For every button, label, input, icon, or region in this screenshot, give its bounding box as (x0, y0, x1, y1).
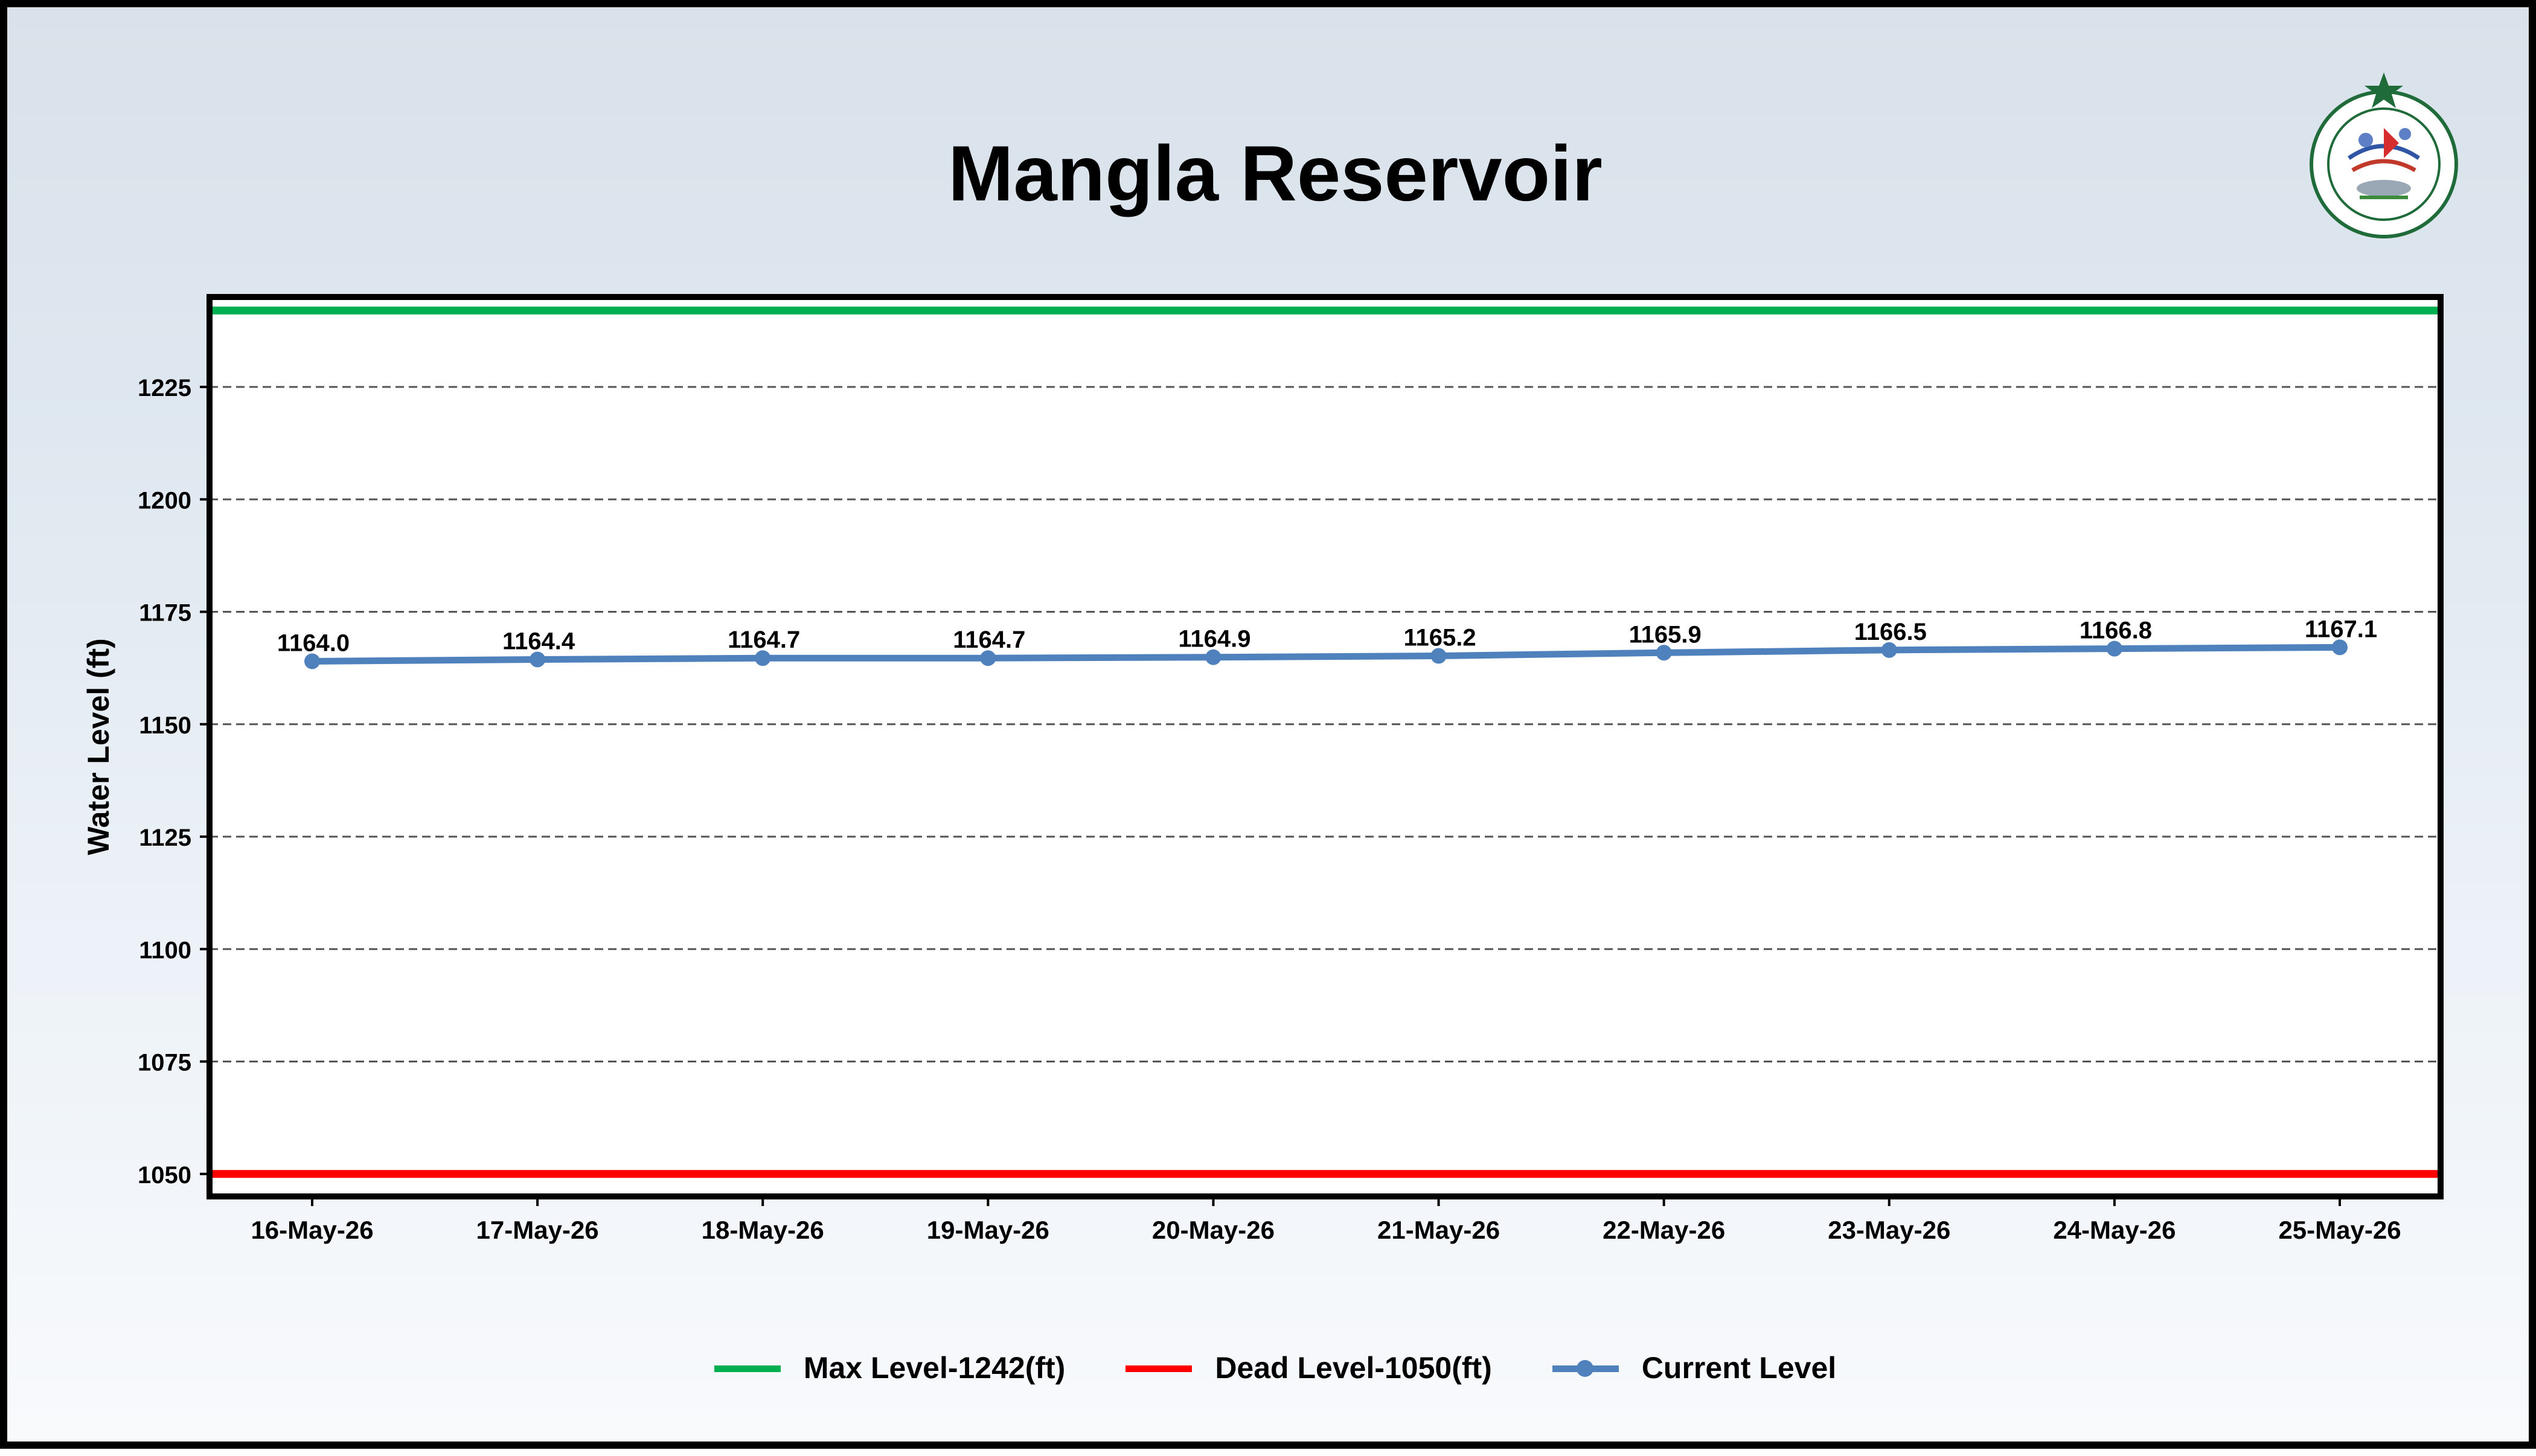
data-label: 1164.0 (277, 630, 350, 656)
legend-item-current-level: Current Level (1552, 1350, 1836, 1385)
legend-marker-current-level (1576, 1360, 1593, 1377)
data-point (304, 653, 320, 669)
data-label: 1165.9 (1629, 621, 1702, 648)
x-tick-label: 18-May-26 (702, 1216, 824, 1244)
page-title: Mangla Reservoir (948, 129, 1603, 217)
data-point (1881, 642, 1897, 658)
data-point (2332, 639, 2348, 656)
data-label: 1164.9 (1178, 626, 1250, 653)
data-label: 1166.5 (1854, 619, 1927, 645)
legend-label-current-level: Current Level (1641, 1351, 1837, 1385)
legend-swatch-max-level (714, 1356, 781, 1380)
data-label: 1167.1 (2305, 616, 2377, 642)
pmd-logo-icon (2310, 72, 2458, 238)
series-current-level (304, 639, 2348, 669)
data-label: 1166.8 (2080, 618, 2152, 644)
legend-label-max-level: Max Level-1242(ft) (803, 1351, 1066, 1385)
y-tick-label: 1225 (138, 375, 191, 401)
data-point (1656, 645, 1672, 661)
axes: 1050 1075 1100 1125 1150 1175 1200 1225 16-May-2… (138, 294, 2444, 1244)
data-point (2106, 640, 2122, 657)
data-point (1430, 648, 1447, 664)
legend-line-dead-level (1126, 1365, 1193, 1372)
legend-item-max-level: Max Level-1242(ft) (714, 1350, 1066, 1385)
x-tick-label: 25-May-26 (2278, 1216, 2401, 1244)
y-tick-label: 1150 (139, 712, 191, 739)
y-tick-label: 1200 (138, 487, 191, 514)
data-point (980, 650, 996, 666)
data-point (530, 651, 546, 668)
legend-swatch-dead-level (1126, 1356, 1193, 1380)
chart-legend: Max Level-1242(ft) Dead Level-1050(ft) C… (7, 1350, 2536, 1385)
x-tick-label: 16-May-26 (251, 1216, 373, 1244)
line-chart: 1164.0 1164.4 1164.7 1164.7 1164.9 1165.2 1165… (82, 294, 2444, 1244)
data-label: 1164.4 (502, 628, 575, 654)
legend-item-dead-level: Dead Level-1050(ft) (1126, 1350, 1492, 1385)
data-point (755, 650, 771, 666)
x-tick-label: 21-May-26 (1377, 1216, 1500, 1244)
y-tick-label: 1100 (139, 937, 191, 963)
x-tick-label: 19-May-26 (927, 1216, 1049, 1244)
y-tick-label: 1050 (138, 1162, 191, 1189)
data-labels: 1164.0 1164.4 1164.7 1164.7 1164.9 1165.2 1165… (277, 616, 2377, 656)
data-label: 1164.7 (728, 627, 800, 653)
reference-lines (210, 306, 2441, 1178)
x-tick-label: 17-May-26 (476, 1216, 599, 1244)
x-tick-label: 23-May-26 (1828, 1216, 1950, 1244)
data-label: 1164.7 (953, 627, 1025, 653)
legend-swatch-current-level (1552, 1356, 1619, 1380)
plot-border (207, 294, 2444, 1199)
x-tick-label: 24-May-26 (2053, 1216, 2176, 1244)
plot-area (210, 297, 2441, 1196)
data-point (1205, 649, 1222, 665)
legend-label-dead-level: Dead Level-1050(ft) (1215, 1351, 1492, 1385)
x-tick-label: 22-May-26 (1603, 1216, 1725, 1244)
current-level-line (309, 643, 2343, 665)
y-tick-label: 1175 (139, 600, 191, 627)
y-axis-label: Water Level (ft) (82, 638, 115, 855)
legend-line-max-level (714, 1365, 781, 1372)
x-tick-label: 20-May-26 (1152, 1216, 1275, 1244)
data-label: 1165.2 (1403, 625, 1476, 651)
y-tick-label: 1125 (139, 825, 191, 851)
y-tick-label: 1075 (138, 1050, 191, 1076)
